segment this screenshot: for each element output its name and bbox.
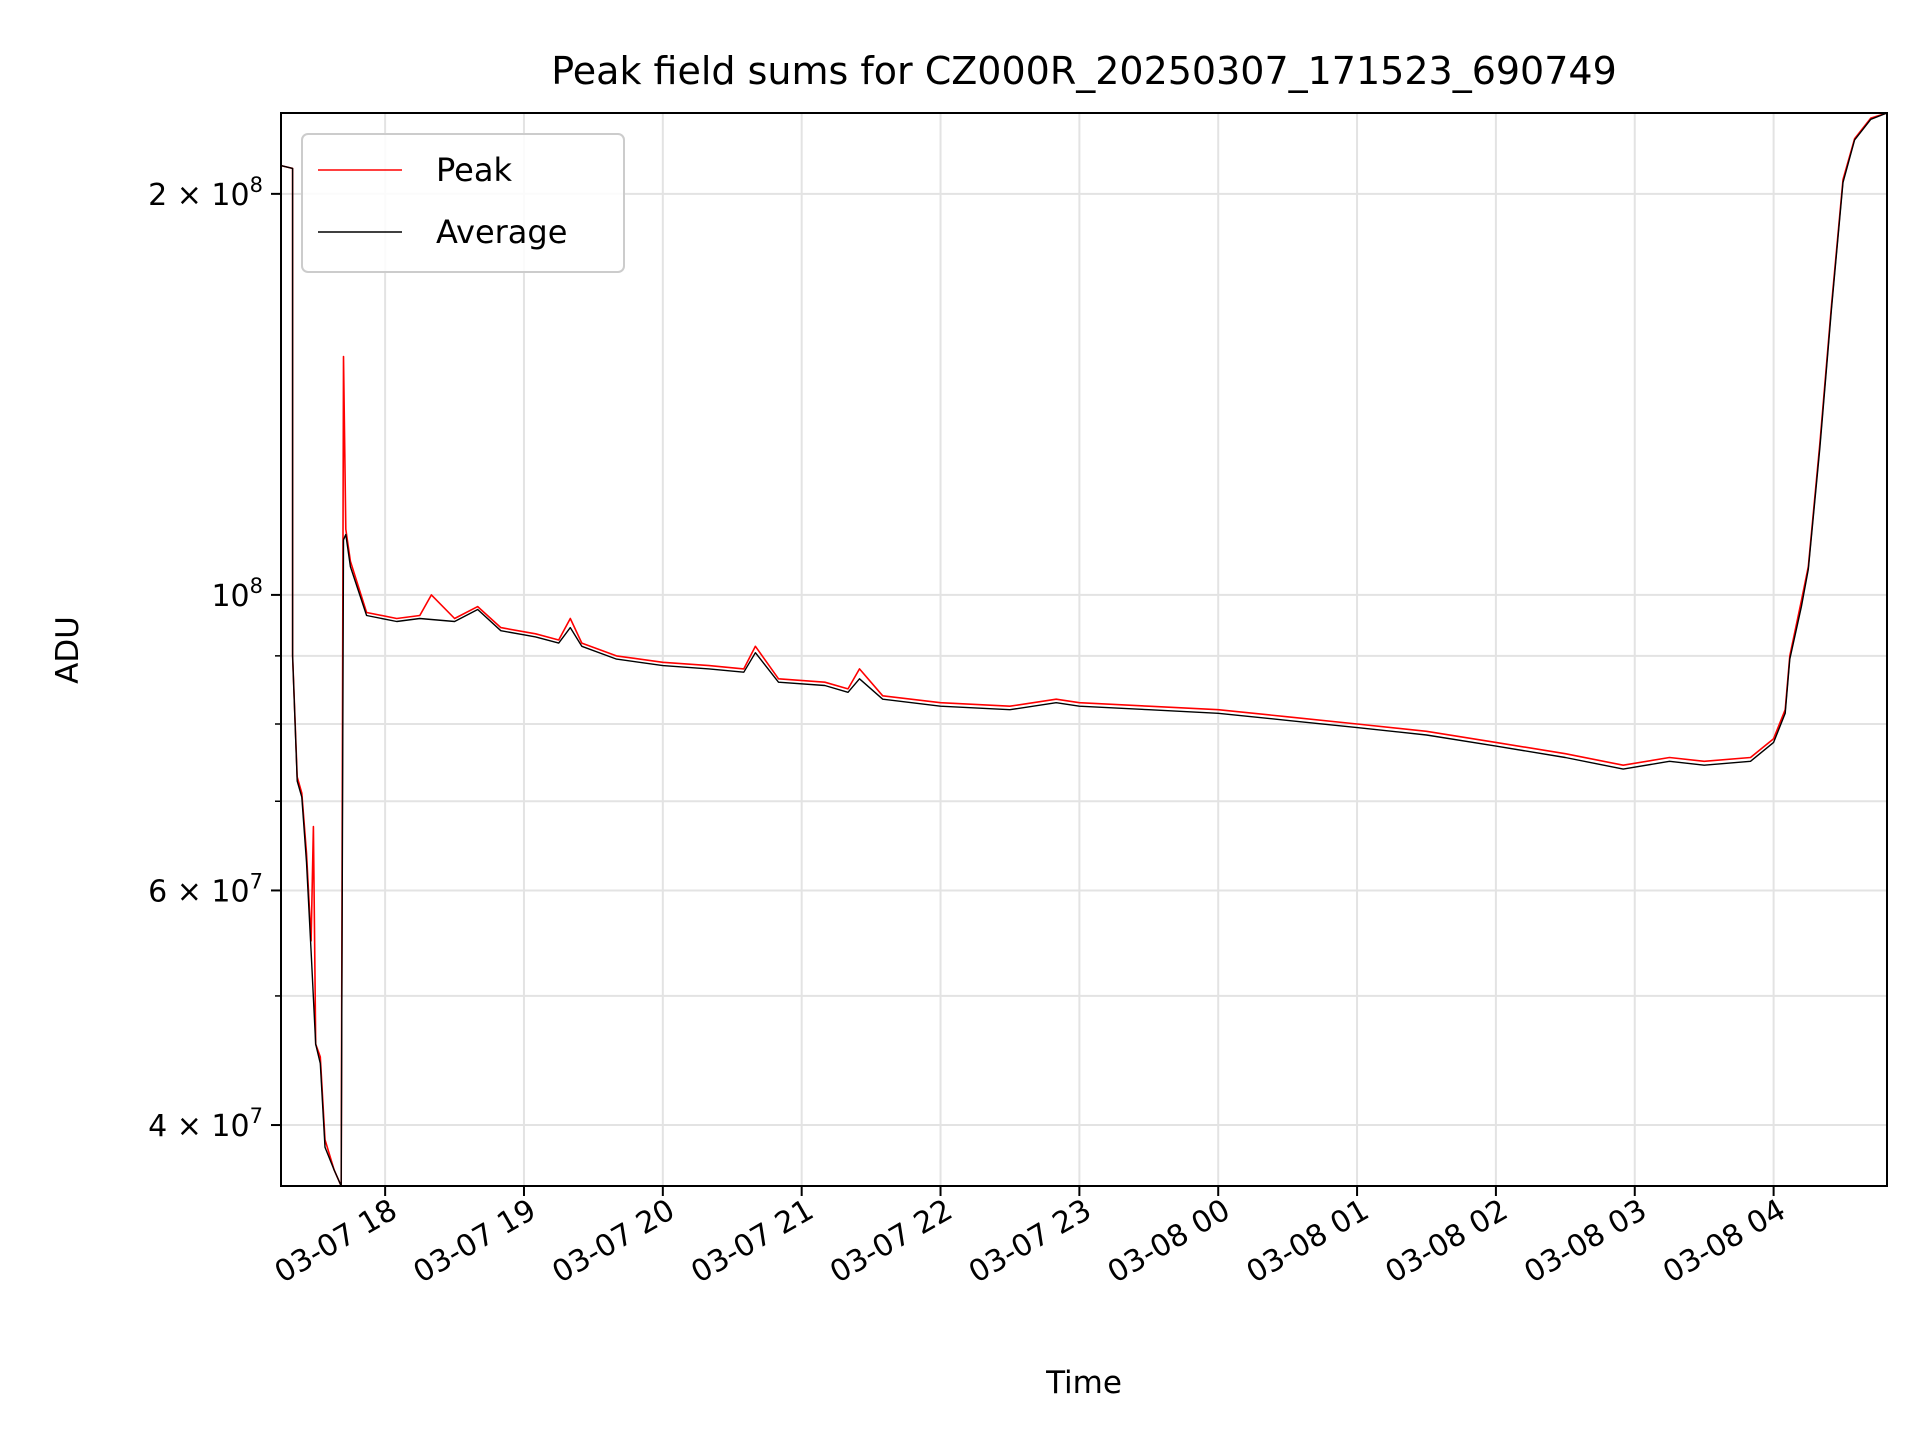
y-tick-exponent: 8	[250, 574, 263, 598]
y-tick-exponent: 7	[250, 1104, 263, 1128]
chart-title: Peak field sums for CZ000R_20250307_1715…	[551, 49, 1617, 93]
legend-label-average: Average	[436, 213, 567, 251]
legend-box	[301, 133, 625, 273]
y-tick-label: 4 × 107	[148, 1104, 263, 1144]
y-tick-label: 6 × 107	[148, 869, 263, 909]
grid	[281, 113, 1887, 1186]
y-tick-base: 10	[211, 579, 249, 614]
plot-frame	[280, 112, 1888, 1187]
y-axis-label: ADU	[50, 616, 86, 684]
y-tick-exponent: 8	[250, 173, 263, 197]
y-tick-base: 6 × 10	[148, 874, 249, 909]
y-tick-exponent: 7	[250, 869, 263, 893]
series-line-peak	[280, 112, 1888, 1187]
legend: Peak Average	[301, 133, 625, 273]
y-tick-label: 2 × 108	[148, 173, 263, 213]
x-axis-label: Time	[1045, 1365, 1122, 1401]
y-tick-base: 4 × 10	[148, 1109, 249, 1144]
legend-label-peak: Peak	[436, 151, 512, 189]
y-tick-label: 108	[211, 574, 263, 614]
y-tick-base: 2 × 10	[148, 178, 249, 213]
series-layer	[280, 112, 1888, 1187]
series-line-average	[280, 112, 1888, 1187]
